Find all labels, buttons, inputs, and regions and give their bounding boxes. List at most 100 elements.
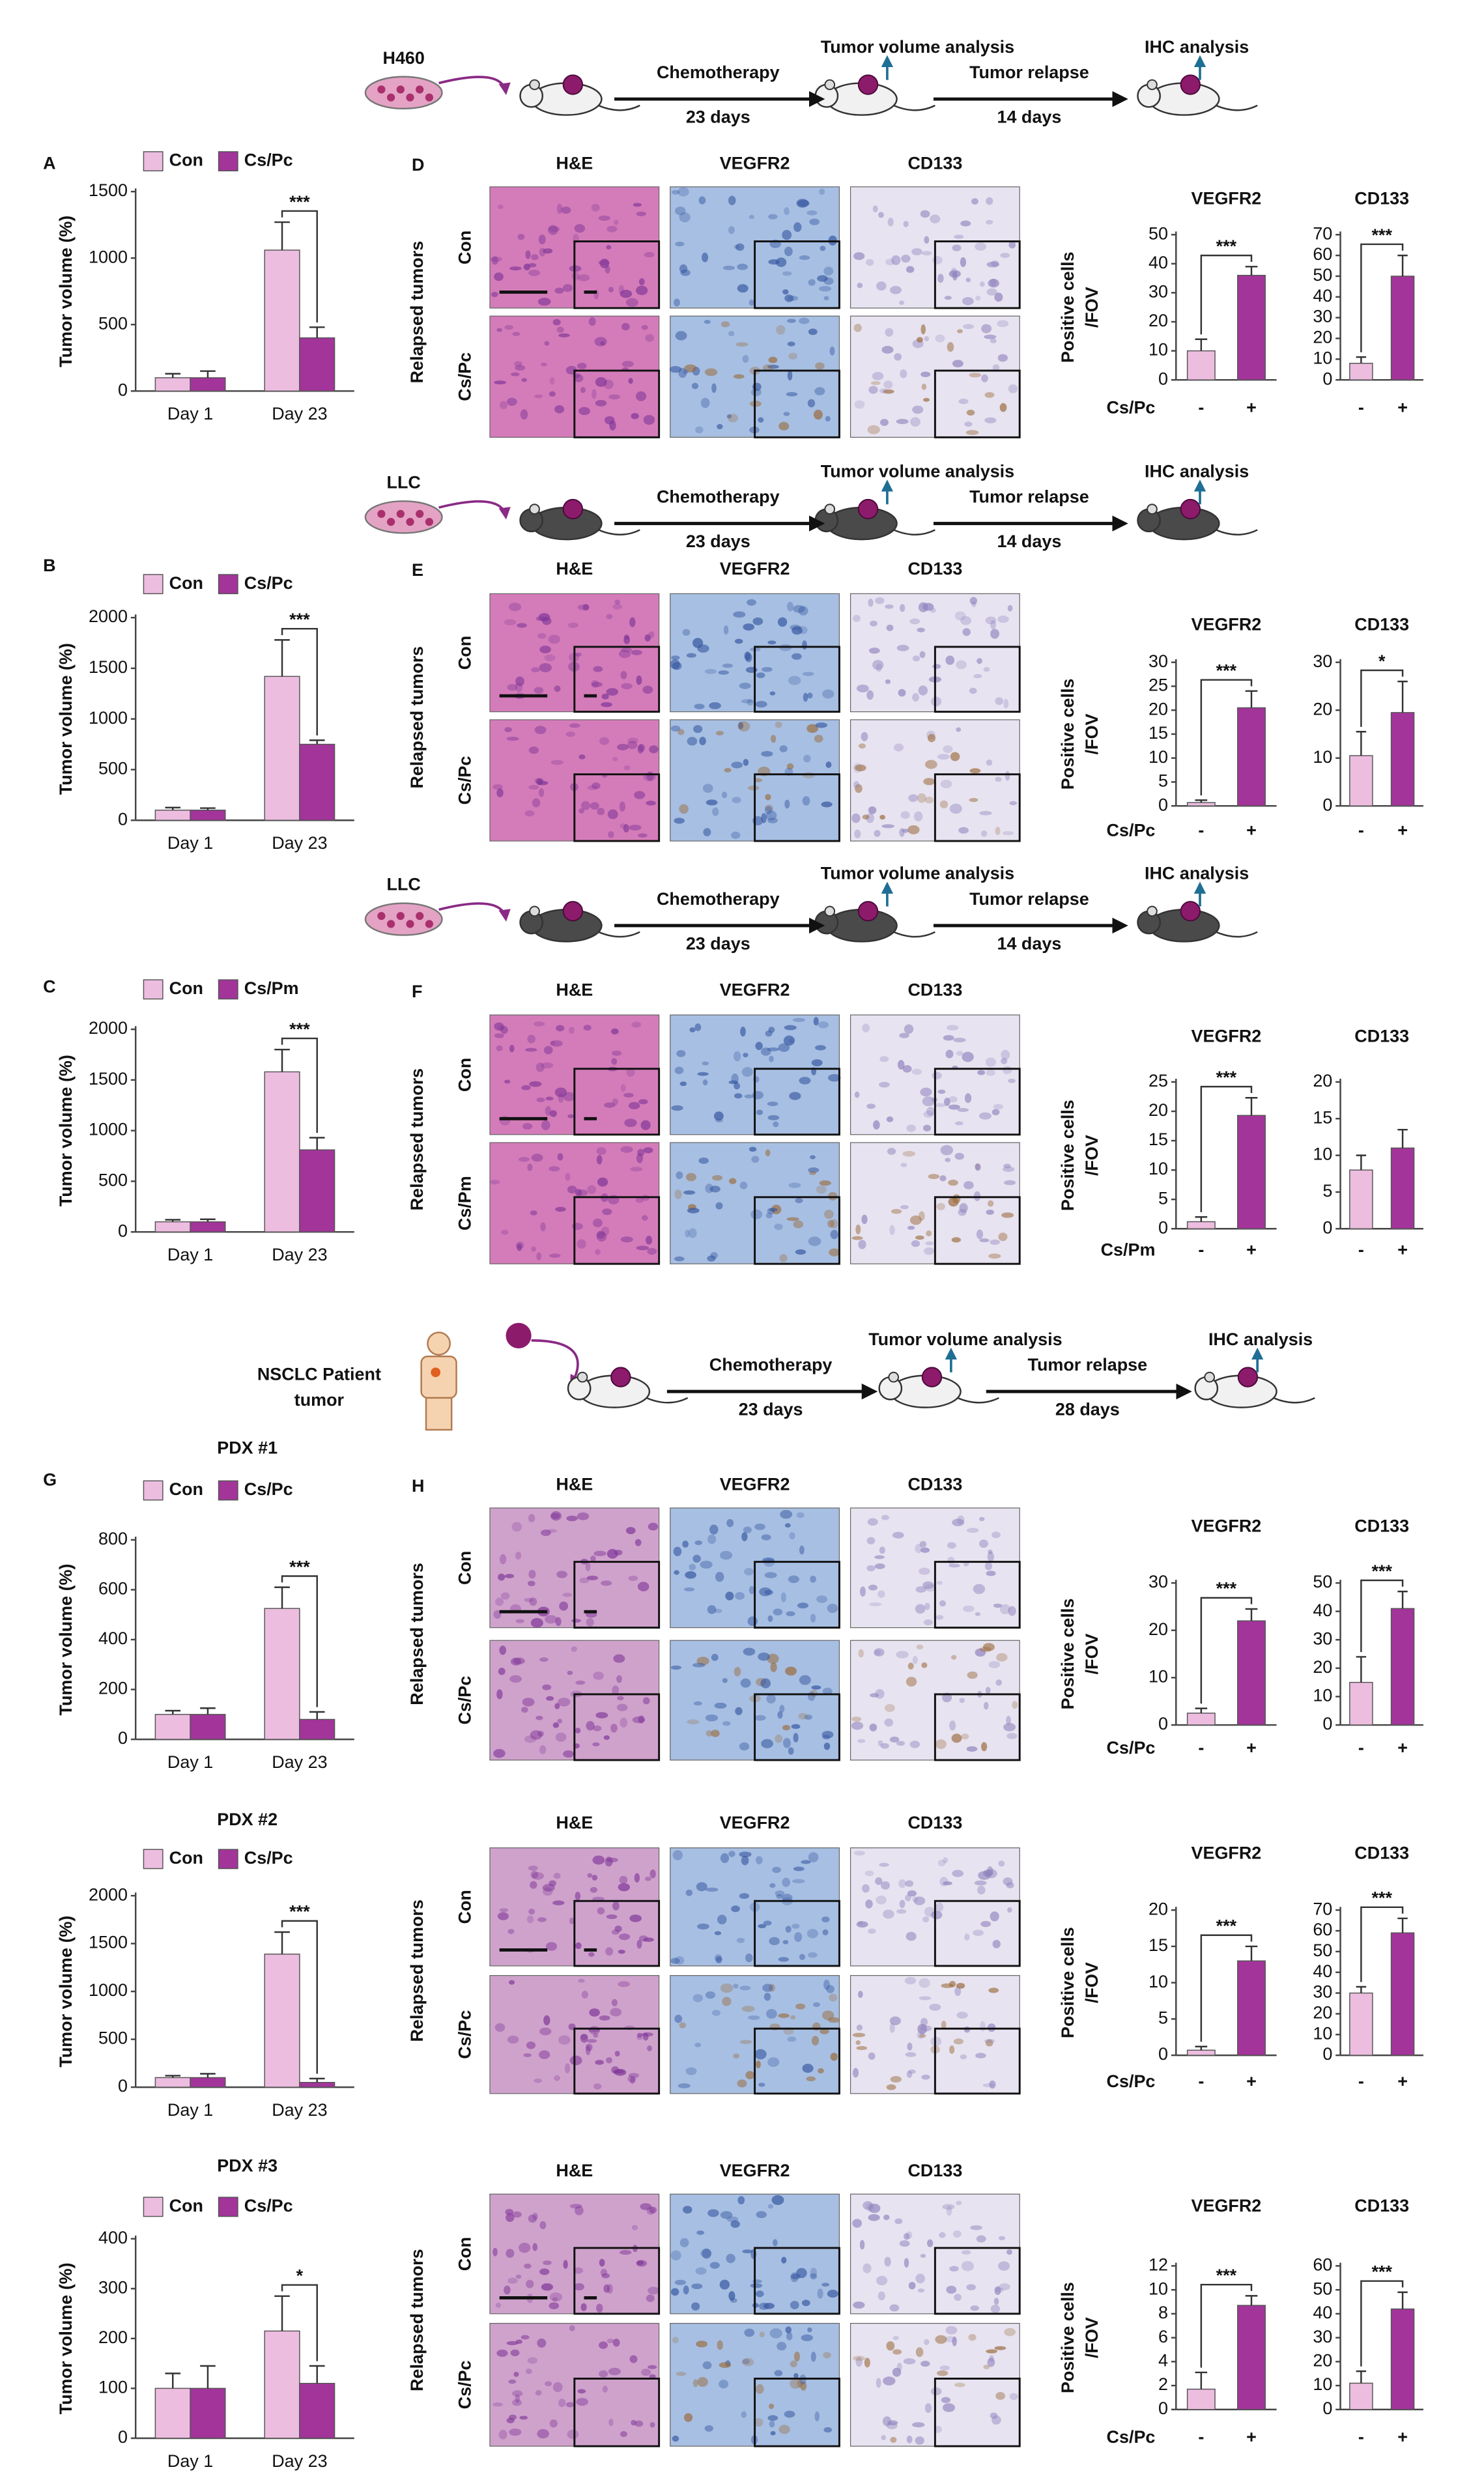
- nucleus: [738, 722, 744, 730]
- nucleus: [934, 1103, 946, 1107]
- nucleus: [870, 1693, 879, 1698]
- nucleus: [743, 1053, 749, 1058]
- nucleus: [583, 1025, 592, 1031]
- chart-title: CD133: [1354, 188, 1409, 208]
- duration-label: 28 days: [1055, 1400, 1120, 1419]
- y-tick-label: 500: [98, 759, 128, 778]
- nucleus: [512, 2390, 523, 2397]
- nucleus: [1006, 1733, 1018, 1739]
- nucleus: [492, 784, 504, 790]
- nucleus: [984, 1561, 993, 1571]
- nucleus: [573, 374, 584, 382]
- inset-box: [573, 2027, 661, 2095]
- chart-title: CD133: [1354, 1843, 1409, 1863]
- nucleus: [513, 1657, 525, 1665]
- nucleus: [709, 1186, 721, 1193]
- nucleus: [995, 827, 1001, 835]
- nucleus: [932, 1072, 942, 1079]
- nucleus: [931, 696, 942, 707]
- nucleus: [778, 2425, 790, 2434]
- nucleus: [966, 1528, 979, 1533]
- nucleus: [924, 335, 930, 342]
- nucleus: [747, 785, 760, 791]
- nucleus: [953, 1037, 966, 1043]
- nucleus: [521, 1707, 528, 1713]
- x-tick-label: +: [1397, 1240, 1408, 1260]
- x-tick-label: -: [1198, 2427, 1204, 2447]
- mouse-ear: [1204, 1371, 1216, 1383]
- step-label: Tumor relapse: [969, 889, 1089, 909]
- nucleus: [904, 1976, 917, 1985]
- nucleus: [532, 798, 541, 808]
- nucleus: [526, 2041, 536, 2049]
- nucleus: [523, 263, 531, 271]
- nucleus: [997, 616, 1009, 623]
- nucleus: [528, 1514, 535, 1523]
- nucleus: [952, 360, 963, 367]
- bar: [264, 1954, 300, 2088]
- x-tick-label: +: [1246, 1738, 1257, 1758]
- nucleus: [575, 1728, 581, 1734]
- nucleus: [506, 2417, 515, 2424]
- nucleus: [770, 735, 777, 743]
- error-bar: [165, 2372, 181, 2389]
- nucleus: [563, 2260, 568, 2269]
- nucleus: [796, 1512, 805, 1518]
- nucleus: [536, 1097, 545, 1103]
- nucleus: [919, 1996, 932, 2000]
- nucleus: [552, 1722, 560, 1728]
- nucleus: [924, 2403, 932, 2413]
- nucleus: [524, 2263, 532, 2269]
- x-tick-label: +: [1397, 2427, 1408, 2447]
- nucleus: [672, 1850, 683, 1860]
- nucleus: [779, 745, 788, 752]
- nucleus: [580, 2303, 587, 2311]
- nucleus: [887, 1148, 896, 1155]
- nucleus: [712, 1174, 723, 1181]
- nucleus: [994, 2346, 1006, 2350]
- nucleus: [767, 818, 778, 823]
- nucleus: [689, 1027, 696, 1032]
- nucleus: [769, 1208, 778, 1212]
- nucleus: [937, 1089, 946, 1094]
- nucleus: [907, 1225, 915, 1230]
- nucleus: [975, 242, 987, 251]
- y-tick-label: 20: [1313, 2003, 1332, 2023]
- nucleus: [548, 634, 561, 644]
- nucleus: [575, 1189, 582, 1197]
- nucleus: [939, 2365, 950, 2370]
- nucleus: [1009, 2393, 1019, 2400]
- nucleus: [992, 364, 1000, 371]
- nucleus: [821, 1731, 834, 1739]
- nucleus: [715, 1202, 723, 1210]
- nucleus: [674, 2014, 683, 2023]
- nucleus: [743, 759, 749, 766]
- nucleus: [628, 378, 633, 384]
- nucleus: [517, 623, 527, 628]
- nucleus: [687, 1207, 700, 1214]
- nucleus: [808, 1236, 821, 1246]
- nucleus: [620, 823, 627, 829]
- nucleus: [793, 1866, 805, 1872]
- nucleus: [790, 2015, 796, 2020]
- error-bar: [200, 807, 216, 810]
- nucleus: [793, 2352, 801, 2362]
- nucleus: [997, 320, 1009, 328]
- mouse-ear: [1147, 905, 1158, 917]
- nucleus: [990, 1911, 999, 1922]
- nucleus: [539, 2268, 550, 2275]
- nucleus: [534, 394, 543, 399]
- excised-tumor: [506, 1322, 532, 1348]
- nucleus: [962, 1051, 974, 1062]
- nucleus: [889, 1736, 900, 1743]
- nucleus: [713, 1111, 724, 1121]
- nucleus: [775, 1890, 785, 1897]
- nucleus: [1008, 384, 1018, 393]
- nucleus: [790, 2378, 801, 2389]
- column-header: CD133: [907, 559, 962, 578]
- nucleus: [689, 1563, 696, 1571]
- nucleus: [539, 2221, 547, 2230]
- nucleus: [947, 342, 954, 352]
- nucleus: [788, 1575, 799, 1584]
- nucleus: [886, 2084, 896, 2090]
